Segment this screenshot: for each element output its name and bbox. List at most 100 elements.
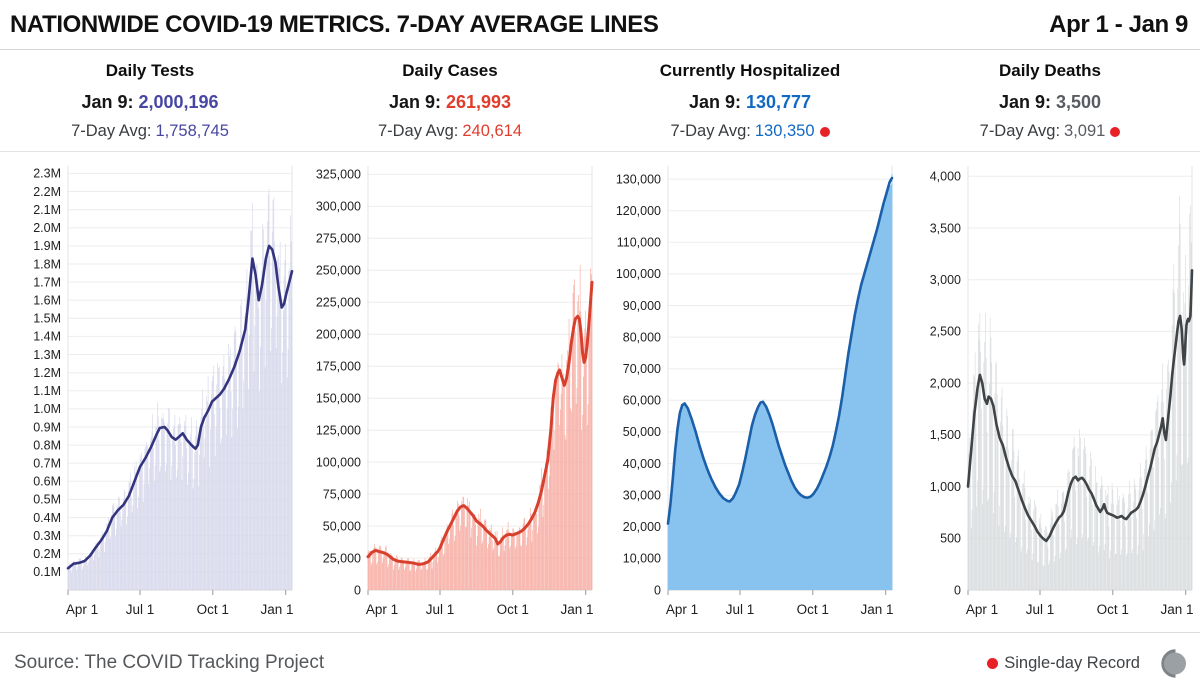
svg-text:1.7M: 1.7M <box>33 275 61 289</box>
svg-text:0.6M: 0.6M <box>33 475 61 489</box>
svg-text:50,000: 50,000 <box>623 425 661 439</box>
stat-currently-hospitalized: Currently Hospitalized Jan 9: 130,777 7-D… <box>600 50 900 151</box>
svg-text:1,000: 1,000 <box>930 480 961 494</box>
svg-text:30,000: 30,000 <box>623 489 661 503</box>
svg-text:2,000: 2,000 <box>930 376 961 390</box>
svg-text:Jan 1: Jan 1 <box>860 602 893 617</box>
svg-text:1.0M: 1.0M <box>33 402 61 416</box>
svg-text:4,000: 4,000 <box>930 170 961 184</box>
svg-text:Apr 1: Apr 1 <box>66 602 98 617</box>
stat-title: Currently Hospitalized <box>659 61 841 80</box>
svg-text:0: 0 <box>354 583 361 597</box>
stat-jan9: Jan 9: 3,500 <box>900 92 1200 113</box>
stat-jan9: Jan 9: 2,000,196 <box>0 92 300 113</box>
stat-avg: 7-Day Avg: 130,350 <box>600 122 900 141</box>
stat-avg-value: 1,758,745 <box>155 122 229 140</box>
chart-daily-tests: 0.1M 0.2M 0.3M 0.4M 0.5M 0.6M 0.7M 0.8M 0.9M 1.0M… <box>0 152 300 632</box>
source-credit: Source: The COVID Tracking Project <box>14 652 325 673</box>
svg-text:Oct 1: Oct 1 <box>1097 602 1129 617</box>
stats-row: Daily Tests Jan 9: 2,000,196 7-Day Avg: 1,… <box>0 50 1200 152</box>
stat-avg-value: 240,614 <box>462 122 523 140</box>
stat-jan9-label: Jan 9: <box>388 92 441 112</box>
svg-text:Jul 1: Jul 1 <box>1026 602 1055 617</box>
stat-title: Daily Tests <box>105 61 195 80</box>
svg-text:0: 0 <box>954 583 961 597</box>
svg-text:0.2M: 0.2M <box>33 547 61 561</box>
svg-text:Jul 1: Jul 1 <box>126 602 155 617</box>
svg-text:0.9M: 0.9M <box>33 420 61 434</box>
svg-text:2.3M: 2.3M <box>33 167 61 181</box>
single-day-record-label: Single-day Record <box>1004 653 1140 672</box>
svg-text:500: 500 <box>940 532 961 546</box>
stat-avg-label: 7-Day Avg: <box>377 122 459 140</box>
chart-daily-deaths: 0 500 1,000 1,500 2,000 2,500 3,000 3,500 4,000 A… <box>900 152 1200 632</box>
stat-avg: 7-Day Avg: 240,614 <box>300 122 600 141</box>
svg-text:200,000: 200,000 <box>316 328 361 342</box>
record-dot-icon <box>1110 126 1121 137</box>
svg-text:20,000: 20,000 <box>623 520 661 534</box>
svg-text:0.3M: 0.3M <box>33 529 61 543</box>
svg-text:1.9M: 1.9M <box>33 239 61 253</box>
svg-text:100,000: 100,000 <box>316 455 361 469</box>
svg-text:1.1M: 1.1M <box>33 384 61 398</box>
svg-text:0.8M: 0.8M <box>33 438 61 452</box>
svg-text:250,000: 250,000 <box>316 264 361 278</box>
stat-jan9-value: 3,500 <box>1055 92 1102 112</box>
svg-text:130,000: 130,000 <box>616 172 661 186</box>
footer: Source: The COVID Tracking Project Singl… <box>0 632 1200 693</box>
stat-daily-tests: Daily Tests Jan 9: 2,000,196 7-Day Avg: 1,… <box>0 50 300 151</box>
stat-title: Daily Deaths <box>998 61 1102 80</box>
stat-title: Daily Cases <box>402 61 498 80</box>
svg-text:1.4M: 1.4M <box>33 330 61 344</box>
svg-text:0.1M: 0.1M <box>33 565 61 579</box>
svg-text:120,000: 120,000 <box>616 204 661 218</box>
stat-avg: 7-Day Avg: 1,758,745 <box>0 122 300 141</box>
svg-text:225,000: 225,000 <box>316 296 361 310</box>
stat-jan9-label: Jan 9: <box>688 92 741 112</box>
svg-text:2.0M: 2.0M <box>33 221 61 235</box>
svg-text:110,000: 110,000 <box>617 236 661 250</box>
record-dot-icon <box>819 126 830 137</box>
charts-row: 0.1M 0.2M 0.3M 0.4M 0.5M 0.6M 0.7M 0.8M 0.9M 1.0M… <box>0 152 1200 632</box>
svg-text:2.1M: 2.1M <box>33 203 61 217</box>
svg-text:80,000: 80,000 <box>623 330 661 344</box>
stat-daily-cases: Daily Cases Jan 9: 261,993 7-Day Avg: 240,… <box>300 50 600 151</box>
svg-text:1.2M: 1.2M <box>33 366 61 380</box>
svg-text:175,000: 175,000 <box>316 360 361 374</box>
stat-avg-value: 130,350 <box>754 122 815 140</box>
svg-text:Jan 1: Jan 1 <box>260 602 293 617</box>
svg-text:60,000: 60,000 <box>623 394 661 408</box>
stat-jan9: Jan 9: 261,993 <box>300 92 600 113</box>
svg-text:1,500: 1,500 <box>930 428 961 442</box>
svg-text:2,500: 2,500 <box>930 325 961 339</box>
svg-text:150,000: 150,000 <box>316 392 361 406</box>
svg-text:Jan 1: Jan 1 <box>560 602 593 617</box>
svg-text:275,000: 275,000 <box>316 232 361 246</box>
svg-text:2.2M: 2.2M <box>33 185 61 199</box>
stat-jan9-value: 261,993 <box>445 92 512 112</box>
svg-text:Oct 1: Oct 1 <box>797 602 829 617</box>
record-legend: Single-day Record <box>987 645 1190 682</box>
svg-text:Jul 1: Jul 1 <box>726 602 755 617</box>
stat-daily-deaths: Daily Deaths Jan 9: 3,500 7-Day Avg: 3,091 <box>900 50 1200 151</box>
stat-jan9-label: Jan 9: <box>81 92 134 112</box>
svg-text:0: 0 <box>654 583 661 597</box>
svg-text:0.5M: 0.5M <box>33 493 61 507</box>
svg-text:Apr 1: Apr 1 <box>666 602 698 617</box>
chart-currently-hospitalized: 0 10,000 20,000 30,000 40,000 50,000 60,000 70,… <box>600 152 900 632</box>
stat-avg-label: 7-Day Avg: <box>71 122 152 140</box>
svg-text:25,000: 25,000 <box>323 551 361 565</box>
header: NATIONWIDE COVID-19 METRICS. 7-DAY AVERA… <box>0 0 1200 50</box>
svg-text:Oct 1: Oct 1 <box>497 602 529 617</box>
svg-text:125,000: 125,000 <box>316 424 361 438</box>
stat-avg: 7-Day Avg: 3,091 <box>900 122 1200 141</box>
stat-jan9-value: 130,777 <box>745 92 812 112</box>
svg-text:Jul 1: Jul 1 <box>426 602 455 617</box>
svg-text:10,000: 10,000 <box>623 552 661 566</box>
svg-text:Apr 1: Apr 1 <box>366 602 398 617</box>
chart-daily-cases: 0 25,000 50,000 75,000 100,000 125,000 150,000… <box>300 152 600 632</box>
stat-jan9-value: 2,000,196 <box>138 92 219 112</box>
svg-text:70,000: 70,000 <box>623 362 661 376</box>
svg-text:0.4M: 0.4M <box>33 511 61 525</box>
svg-text:300,000: 300,000 <box>316 200 361 214</box>
